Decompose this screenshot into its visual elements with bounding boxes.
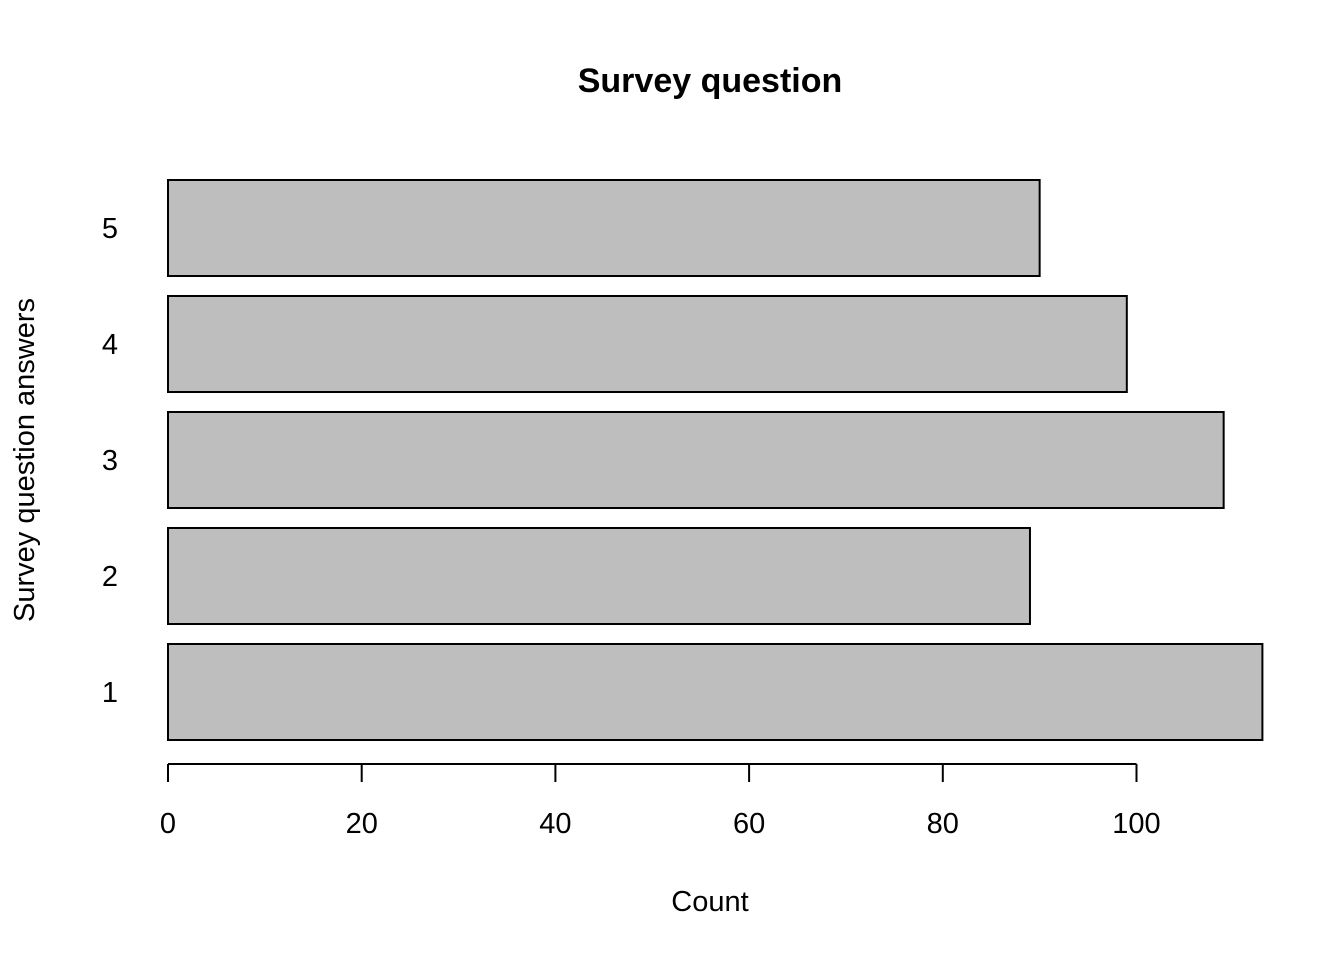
chart-title: Survey question (578, 62, 843, 100)
x-tick-label-0: 0 (160, 808, 176, 840)
x-axis-title: Count (671, 886, 748, 918)
x-tick-label-20: 20 (346, 808, 378, 840)
bar-5 (167, 179, 1041, 277)
bars-group (167, 179, 1264, 741)
y-axis-title: Survey question answers (9, 298, 41, 622)
y-tick-label-5: 5 (102, 213, 118, 245)
bar-1 (167, 643, 1264, 741)
y-tick-label-1: 1 (102, 677, 118, 709)
x-tick-label-60: 60 (733, 808, 765, 840)
bar-2 (167, 527, 1031, 625)
x-tick-label-100: 100 (1112, 808, 1160, 840)
y-tick-label-2: 2 (102, 561, 118, 593)
y-tick-label-3: 3 (102, 445, 118, 477)
y-tick-label-4: 4 (102, 329, 118, 361)
y-tick-labels: 1 2 3 4 5 (102, 213, 118, 709)
x-axis: 0 20 40 60 80 100 (160, 763, 1161, 840)
bar-3 (167, 411, 1225, 509)
x-tick-label-40: 40 (539, 808, 571, 840)
x-tick-label-80: 80 (927, 808, 959, 840)
bar-4 (167, 295, 1128, 393)
